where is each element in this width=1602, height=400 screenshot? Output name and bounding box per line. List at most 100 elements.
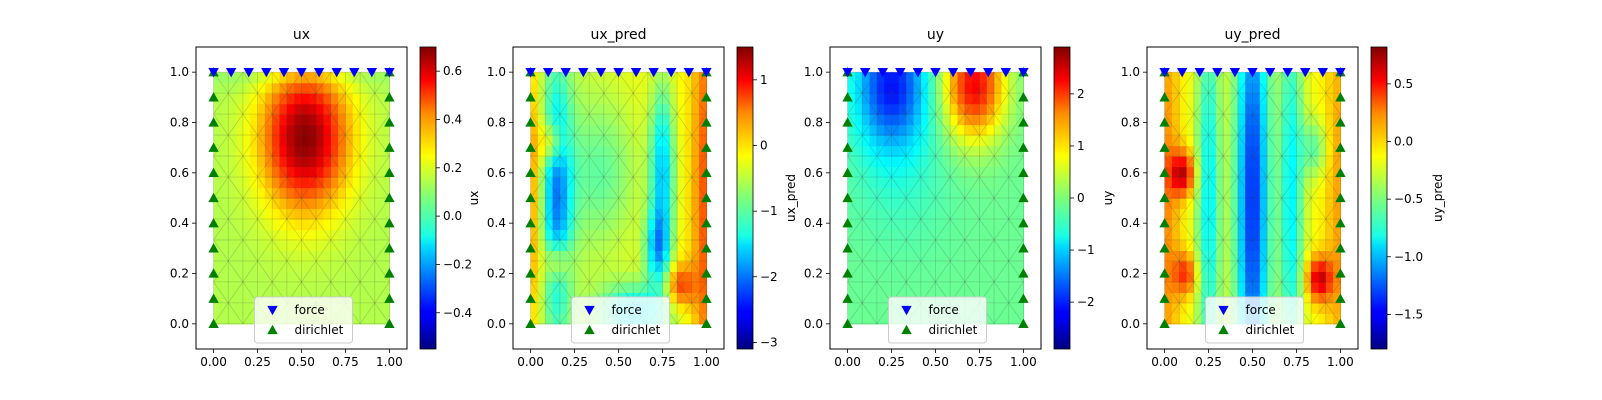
mesh-line: [301, 239, 317, 262]
heatmap-cell: [869, 187, 878, 199]
heatmap-cell: [662, 208, 671, 220]
heatmap-cell: [308, 250, 317, 262]
dirichlet-marker: [1335, 142, 1346, 152]
heatmap-cell: [330, 156, 339, 168]
heatmap-cell: [559, 145, 568, 157]
last-colorbar-label: uy_pred: [1431, 174, 1445, 222]
heatmap-cell: [684, 229, 693, 241]
heatmap-cell: [338, 135, 347, 147]
heatmap-cell: [1296, 187, 1305, 199]
heatmap-cell: [994, 239, 1003, 252]
heatmap-cell: [662, 135, 671, 147]
heatmap-cell: [1171, 292, 1180, 304]
heatmap-cell: [1230, 145, 1239, 157]
heatmap-cell: [1223, 250, 1232, 262]
heatmap-cell: [330, 135, 339, 147]
mesh-line: [227, 113, 244, 136]
heatmap-cell: [986, 260, 995, 273]
heatmap-cell: [1237, 218, 1246, 231]
colorbar-gradient: [1370, 46, 1388, 350]
heatmap-cell: [308, 82, 317, 94]
heatmap-cell: [530, 260, 539, 273]
heatmap-cell: [655, 135, 664, 147]
mesh-line: [891, 197, 907, 220]
heatmap-cell: [1318, 145, 1327, 157]
mesh-line: [891, 155, 907, 178]
heatmap-cell: [950, 135, 959, 147]
mesh-line: [315, 155, 332, 178]
heatmap-cell: [1237, 145, 1246, 157]
heatmap-cell: [596, 271, 605, 283]
heatmap-cell: [677, 135, 686, 147]
heatmap-cell: [345, 103, 354, 115]
heatmap-cell: [552, 72, 561, 84]
mesh-line: [1193, 239, 1209, 262]
mesh-line: [330, 218, 346, 241]
heatmap-cell: [950, 114, 959, 126]
heatmap-cell: [655, 239, 664, 252]
mesh-line: [588, 260, 605, 283]
heatmap-cell: [352, 145, 361, 157]
heatmap-cell: [1333, 135, 1342, 147]
mesh-line: [1237, 155, 1253, 178]
mesh-line: [949, 260, 966, 283]
heatmap-cell: [884, 292, 893, 304]
heatmap-cell: [1325, 93, 1334, 105]
heatmap-cell: [308, 198, 317, 210]
heatmap-cell: [552, 250, 561, 262]
heatmap-cell: [847, 281, 856, 293]
dirichlet-marker: [384, 268, 395, 278]
heatmap-cell: [876, 103, 885, 115]
heatmap-cell: [979, 271, 988, 283]
dirichlet-marker: [701, 318, 712, 328]
heatmap-cell: [272, 93, 281, 105]
mesh-line: [359, 176, 376, 199]
mesh-line: [876, 92, 892, 115]
heatmap-cell: [869, 93, 878, 105]
legend-force-marker: [584, 305, 595, 316]
heatmap-cell: [1296, 82, 1305, 94]
heatmap-cell: [345, 208, 354, 220]
heatmap-cell: [1193, 82, 1202, 94]
mesh-line: [935, 176, 951, 199]
heatmap-cell: [957, 239, 966, 252]
mesh-line: [1266, 134, 1283, 157]
heatmap-cell: [1001, 124, 1010, 136]
mesh-line: [227, 281, 244, 304]
force-marker: [683, 68, 695, 78]
heatmap-cell: [847, 114, 856, 126]
heatmap-cell: [898, 260, 907, 273]
mesh-line: [993, 302, 1010, 325]
heatmap-cell: [264, 208, 273, 220]
heatmap-cell: [942, 229, 951, 241]
mesh-line: [374, 176, 390, 199]
heatmap-cell: [1164, 124, 1173, 136]
heatmap-cell: [611, 239, 620, 252]
heatmap-cell: [625, 82, 634, 94]
heatmap-cell: [1008, 229, 1017, 241]
y-tick-label: 0.2: [1121, 267, 1140, 281]
mesh-line: [1178, 155, 1195, 178]
heatmap-cell: [1311, 124, 1320, 136]
heatmap-cell: [367, 271, 376, 283]
y-tick-label: 0.2: [487, 267, 506, 281]
dirichlet-marker: [1335, 117, 1346, 127]
heatmap-cell: [994, 166, 1003, 178]
heatmap-cell: [1230, 124, 1239, 136]
heatmap-cell: [662, 72, 671, 84]
mesh-line: [330, 92, 346, 115]
force-marker: [1229, 68, 1241, 78]
heatmap-cell: [920, 177, 929, 189]
heatmap-cell: [647, 208, 656, 220]
dirichlet-marker: [525, 268, 536, 278]
heatmap-cell: [957, 218, 966, 231]
heatmap-cell: [1215, 271, 1224, 283]
mesh-line: [1281, 92, 1297, 115]
heatmap-cell: [360, 156, 369, 168]
heatmap-cell: [374, 135, 383, 147]
heatmap-cell: [1267, 72, 1276, 84]
heatmap-cell: [242, 72, 251, 84]
heatmap-cell: [862, 187, 871, 199]
mesh-line: [676, 260, 693, 283]
heatmap-cell: [979, 208, 988, 220]
